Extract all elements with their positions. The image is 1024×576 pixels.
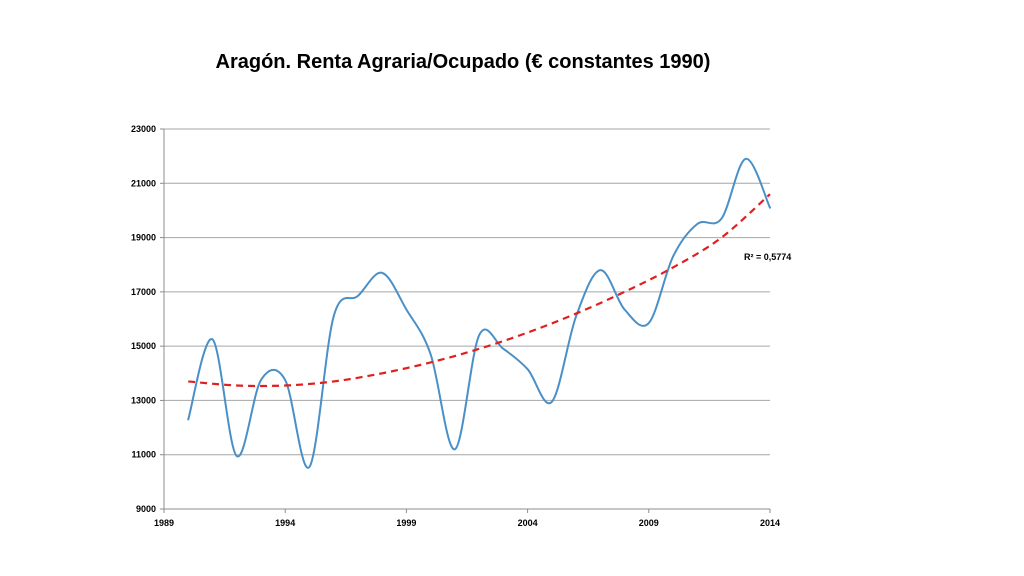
x-tick-label: 2014 [760, 518, 780, 528]
y-tick-label: 23000 [131, 124, 156, 134]
chart-title: Aragón. Renta Agraria/Ocupado (€ constan… [215, 51, 711, 73]
x-tick-labels: 1989 1994 1999 2004 2009 2014 [154, 518, 780, 528]
x-tick-label: 1994 [275, 518, 295, 528]
grid-layer [164, 128, 770, 456]
x-tick-label: 2004 [518, 518, 538, 528]
series-line-0 [187, 157, 771, 469]
y-tick-label: 11000 [131, 450, 156, 460]
y-tick-label: 15000 [131, 341, 156, 351]
y-tick-label: 19000 [131, 233, 156, 243]
trendline [188, 193, 771, 388]
y-tick-label: 21000 [131, 178, 156, 188]
r-squared-label: R² = 0,5774 [744, 252, 791, 262]
x-tick-label: 1999 [396, 518, 416, 528]
x-tick-label: 1989 [154, 518, 174, 528]
y-tick-label: 9000 [136, 504, 156, 514]
y-tick-label: 13000 [131, 395, 156, 405]
y-tick-label: 17000 [131, 287, 156, 297]
series-layer [187, 157, 771, 469]
y-tick-labels: 9000 11000 13000 15000 17000 19000 21000 23000 [131, 124, 156, 514]
x-tick-label: 2009 [639, 518, 659, 528]
axis-layer [160, 128, 771, 513]
trendline-layer [188, 193, 771, 388]
